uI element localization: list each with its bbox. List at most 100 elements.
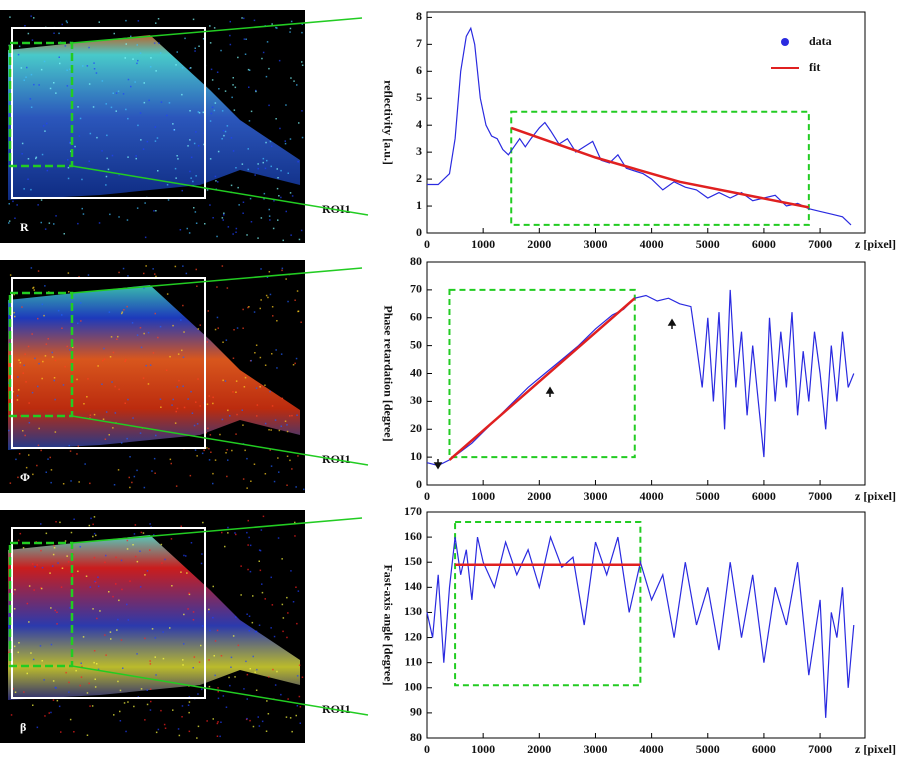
speckle	[257, 167, 259, 170]
speckle	[270, 429, 272, 431]
speckle	[272, 668, 274, 671]
fit-line	[510, 126, 810, 209]
speckle	[284, 420, 287, 422]
roi-box	[448, 288, 636, 459]
speckle	[208, 395, 210, 397]
speckle	[198, 112, 201, 114]
speckle	[86, 692, 89, 694]
speckle	[253, 311, 256, 313]
speckle	[60, 586, 63, 588]
speckle	[97, 585, 100, 588]
speckle	[177, 158, 179, 160]
speckle	[232, 635, 235, 637]
speckle	[278, 195, 280, 197]
speckle	[44, 715, 46, 717]
speckle	[41, 303, 44, 306]
speckle	[273, 635, 276, 638]
speckle	[203, 143, 205, 146]
x-axis-label: z [pixel]	[855, 742, 896, 756]
speckle	[298, 664, 301, 666]
speckle	[248, 69, 251, 71]
speckle	[212, 585, 214, 588]
speckle	[92, 106, 95, 108]
speckle	[78, 135, 81, 137]
speckle	[171, 585, 173, 587]
speckle	[285, 104, 287, 106]
speckle	[81, 207, 83, 210]
speckle	[58, 32, 60, 35]
speckle	[223, 212, 225, 214]
arrow	[433, 459, 443, 470]
speckle	[189, 110, 191, 112]
speckle	[270, 627, 272, 629]
speckle	[69, 718, 72, 721]
speckle	[208, 659, 210, 661]
speckle	[87, 378, 89, 380]
speckle	[96, 617, 98, 620]
speckle	[285, 210, 287, 213]
speckle	[222, 341, 224, 343]
speckle	[64, 365, 66, 368]
speckle	[261, 591, 264, 594]
speckle	[175, 64, 177, 66]
speckle	[246, 457, 248, 460]
x-tick-label: 0	[424, 742, 430, 756]
x-tick-label: 4000	[640, 237, 664, 251]
speckle	[188, 701, 191, 703]
speckle	[273, 480, 276, 483]
y-tick-label: 110	[405, 654, 422, 668]
speckle	[12, 391, 14, 393]
speckle	[175, 177, 177, 179]
speckle	[284, 140, 286, 142]
speckle	[59, 521, 61, 524]
speckle	[33, 289, 35, 291]
speckle	[232, 357, 235, 359]
speckle	[269, 293, 272, 296]
speckle	[201, 688, 203, 691]
speckle	[136, 653, 138, 655]
speckle	[250, 480, 252, 482]
speckle	[227, 409, 229, 412]
speckle	[221, 531, 223, 534]
speckle	[136, 44, 138, 46]
speckle	[81, 665, 83, 668]
speckle	[66, 85, 69, 87]
speckle	[229, 34, 231, 37]
speckle	[146, 140, 149, 143]
speckle	[271, 604, 274, 606]
speckle	[53, 379, 55, 382]
x-axis-label: z [pixel]	[855, 489, 896, 503]
speckle	[15, 458, 17, 461]
speckle	[264, 384, 266, 386]
speckle	[164, 727, 167, 729]
speckle	[247, 306, 249, 309]
speckle	[80, 320, 82, 322]
speckle	[209, 434, 212, 436]
speckle	[89, 586, 92, 588]
speckle	[289, 27, 292, 30]
y-tick-label: 4	[416, 117, 422, 131]
speckle	[237, 644, 240, 647]
speckle	[112, 595, 114, 598]
roi-label: ROI1	[322, 452, 351, 466]
speckle	[197, 693, 199, 695]
speckle	[271, 353, 273, 355]
speckle	[108, 434, 110, 436]
speckle	[232, 77, 234, 79]
speckle	[210, 68, 213, 71]
speckle	[89, 414, 92, 416]
x-tick-label: 3000	[583, 489, 607, 503]
speckle	[285, 278, 287, 280]
speckle	[137, 20, 140, 22]
speckle	[149, 663, 152, 665]
speckle	[230, 656, 233, 659]
panel-label: Φ	[20, 470, 30, 484]
speckle	[147, 383, 150, 385]
speckle	[8, 220, 11, 222]
speckle	[289, 192, 292, 194]
speckle	[83, 403, 85, 405]
speckle	[301, 23, 303, 25]
speckle	[264, 598, 266, 600]
speckle	[254, 671, 256, 673]
x-axis-label: z [pixel]	[855, 237, 896, 251]
